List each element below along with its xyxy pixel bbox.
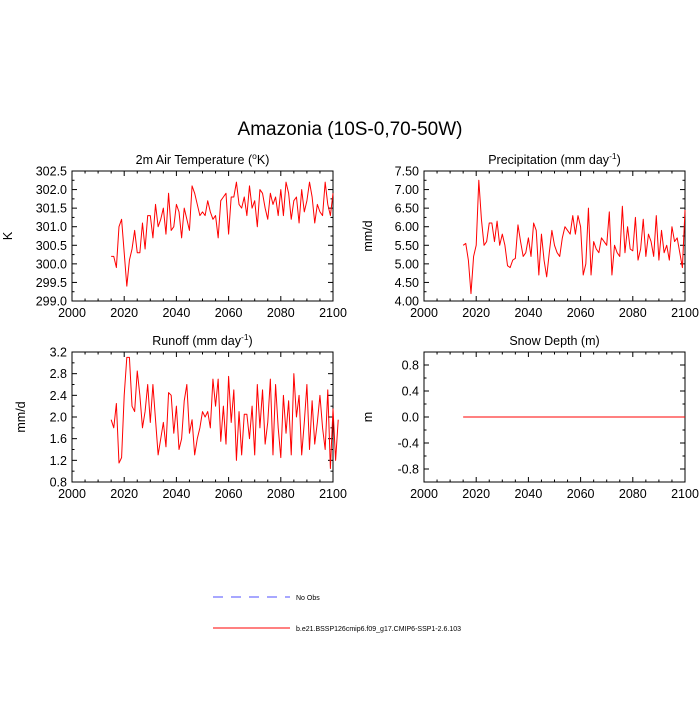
- y-tick-label: 6.00: [395, 220, 419, 234]
- y-tick-label: 1.2: [50, 454, 67, 468]
- y-tick-label: 300.5: [36, 239, 67, 253]
- y-tick-label: 302.0: [36, 183, 67, 197]
- y-tick-label: 300.0: [36, 257, 67, 271]
- x-tick-label: 2020: [462, 306, 490, 320]
- panel-runoff: Runoff (mm day-1) 2000 2020 2040 2060 2080 210…: [14, 332, 347, 501]
- y-tick-label: 301.5: [36, 202, 67, 216]
- panel-title: Snow Depth (m): [509, 334, 599, 348]
- x-tick-label: 2060: [215, 487, 243, 501]
- x-tick-label: 2000: [410, 487, 438, 501]
- plot-frame: [71, 351, 334, 483]
- y-tick-label: 3.2: [50, 346, 67, 360]
- y-tick-label: 0.8: [402, 359, 419, 373]
- x-tick-label: 2100: [319, 487, 347, 501]
- x-tick-label: 2080: [619, 487, 647, 501]
- legend-label-no-obs: No Obs: [296, 595, 320, 602]
- y-tick-label: 299.0: [36, 295, 67, 309]
- x-tick-label: 2080: [267, 487, 295, 501]
- y-tick-label: 2.0: [50, 411, 67, 425]
- x-tick-label: 2040: [162, 487, 190, 501]
- y-axis-label: mm/d: [361, 220, 375, 251]
- panel-air-temperature: 2m Air Temperature (oK) 2000 2020 2040 2060 2…: [1, 151, 347, 320]
- y-axis-label: m: [361, 412, 375, 422]
- x-tick-label: 2020: [110, 306, 138, 320]
- y-tick-label: 4.00: [395, 295, 419, 309]
- x-tick-label: 2000: [410, 306, 438, 320]
- y-tick-label: 5.00: [395, 257, 419, 271]
- x-tick-label: 2100: [671, 306, 699, 320]
- legend-label-simulation: b.e21.BSSP126cmip6.f09_g17.CMIP6-SSP1-2.…: [296, 626, 461, 633]
- y-tick-label: 2.4: [50, 389, 67, 403]
- y-axis-label: K: [1, 231, 15, 240]
- y-tick-label: 301.0: [36, 220, 67, 234]
- x-tick-label: 2040: [514, 487, 542, 501]
- x-tick-label: 2080: [619, 306, 647, 320]
- y-tick-label: 7.00: [395, 183, 419, 197]
- series-line: [110, 356, 339, 469]
- series-line: [111, 181, 334, 287]
- x-tick-label: 2040: [162, 306, 190, 320]
- x-tick-label: 2080: [267, 306, 295, 320]
- x-tick-label: 2100: [319, 306, 347, 320]
- y-tick-label: -0.4: [397, 437, 419, 451]
- legend: No Obs b.e21.BSSP126cmip6.f09_g17.CMIP6-…: [213, 595, 461, 633]
- plot-frame: [71, 170, 334, 302]
- y-tick-label: 2.8: [50, 367, 67, 381]
- x-tick-label: 2060: [567, 487, 595, 501]
- y-tick-label: 302.5: [36, 165, 67, 179]
- panel-title: 2m Air Temperature (oK): [136, 151, 270, 167]
- x-tick-label: 2020: [462, 487, 490, 501]
- x-tick-label: 2040: [514, 306, 542, 320]
- x-tick-label: 2000: [58, 306, 86, 320]
- y-tick-label: 7.50: [395, 165, 419, 179]
- y-tick-label: 5.50: [395, 239, 419, 253]
- y-axis-label: mm/d: [14, 401, 28, 432]
- x-tick-label: 2060: [567, 306, 595, 320]
- panel-precipitation: Precipitation (mm day-1) 2000 2020 2040 2060…: [361, 151, 699, 320]
- x-tick-label: 2060: [215, 306, 243, 320]
- x-tick-label: 2020: [110, 487, 138, 501]
- figure-title: Amazonia (10S-0,70-50W): [238, 119, 463, 140]
- y-tick-label: 1.6: [50, 432, 67, 446]
- x-tick-label: 2000: [58, 487, 86, 501]
- y-tick-label: 299.5: [36, 276, 67, 290]
- panel-snow-depth: Snow Depth (m) 2000 2020 2040 2060 2080 2100 -0…: [361, 334, 699, 501]
- series-line: [462, 179, 686, 295]
- y-tick-label: 4.50: [395, 276, 419, 290]
- x-tick-label: 2100: [671, 487, 699, 501]
- y-tick-label: 0.8: [50, 476, 67, 490]
- plot-frame: [423, 170, 686, 302]
- panel-title: Runoff (mm day-1): [152, 332, 252, 348]
- y-tick-label: 0.0: [402, 411, 419, 425]
- panel-title: Precipitation (mm day-1): [488, 151, 621, 167]
- y-tick-label: 6.50: [395, 202, 419, 216]
- y-tick-label: 0.4: [402, 385, 419, 399]
- y-tick-label: -0.8: [397, 463, 419, 477]
